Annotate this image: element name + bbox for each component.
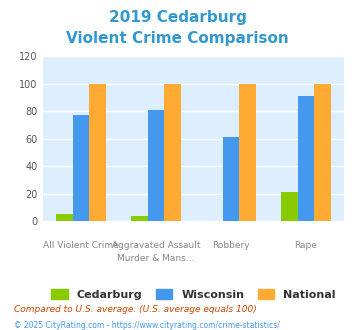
Bar — [164, 83, 181, 221]
Text: Compared to U.S. average. (U.S. average equals 100): Compared to U.S. average. (U.S. average … — [14, 305, 257, 314]
Text: Rape: Rape — [294, 241, 317, 249]
Bar — [314, 83, 331, 221]
Text: Violent Crime Comparison: Violent Crime Comparison — [66, 31, 289, 46]
Text: All Violent Crime: All Violent Crime — [43, 241, 119, 249]
Text: Murder & Mans...: Murder & Mans... — [117, 254, 195, 263]
Bar — [281, 192, 297, 221]
Bar — [89, 83, 106, 221]
Bar — [239, 83, 256, 221]
Text: Robbery: Robbery — [212, 241, 250, 249]
Text: Aggravated Assault: Aggravated Assault — [112, 241, 200, 249]
Bar — [148, 110, 164, 221]
Bar — [56, 214, 73, 221]
Bar — [73, 115, 89, 221]
Text: 2019 Cedarburg: 2019 Cedarburg — [109, 10, 246, 25]
Text: © 2025 CityRating.com - https://www.cityrating.com/crime-statistics/: © 2025 CityRating.com - https://www.city… — [14, 321, 280, 330]
Bar — [297, 96, 314, 221]
Bar — [131, 215, 148, 221]
Bar — [223, 137, 239, 221]
Legend: Cedarburg, Wisconsin, National: Cedarburg, Wisconsin, National — [47, 285, 340, 305]
